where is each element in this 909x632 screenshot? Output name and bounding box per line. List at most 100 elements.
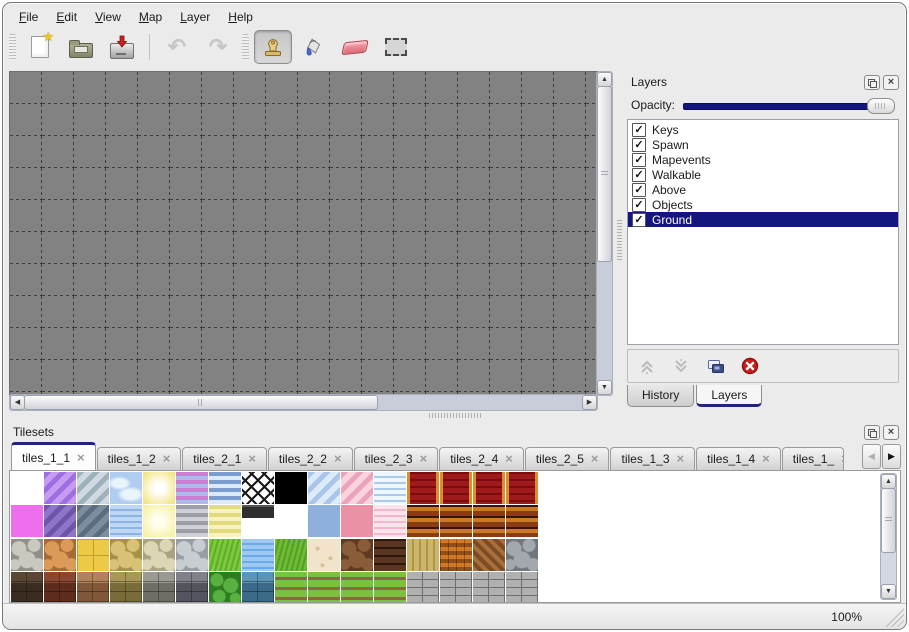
new-map-button[interactable]: ★ (21, 29, 59, 64)
tile-sand[interactable] (308, 539, 340, 571)
tab-close-icon[interactable]: × (162, 451, 171, 466)
tile-deep-water[interactable] (242, 539, 274, 571)
tileset-tab-tiles_1_3[interactable]: tiles_1_3 × (610, 447, 696, 470)
redo-button[interactable]: ↷ (199, 30, 237, 64)
tab-close-icon[interactable]: × (333, 451, 342, 466)
layer-row-walkable[interactable]: ✓ Walkable (628, 167, 898, 182)
scroll-left-arrow[interactable]: ◀ (10, 395, 25, 410)
menu-layer[interactable]: Layer (180, 10, 211, 24)
tile-darkgray-wall[interactable] (176, 572, 208, 602)
layer-visibility-checkbox[interactable]: ✓ (632, 182, 646, 197)
tile-lightblue-diag[interactable] (308, 472, 340, 504)
tile-blue-patch[interactable] (308, 505, 340, 537)
layer-row-spawn[interactable]: ✓ Spawn (628, 137, 898, 152)
tile-red-curtain[interactable] (506, 472, 538, 504)
tile-pink-patch[interactable] (341, 505, 373, 537)
duplicate-layer-button[interactable] (706, 358, 725, 375)
horizontal-splitter[interactable] (3, 411, 906, 419)
layer-row-keys[interactable]: ✓ Keys (628, 122, 898, 137)
tile-black[interactable] (275, 472, 307, 504)
tile-herringbone[interactable] (473, 539, 505, 571)
layer-row-objects[interactable]: ✓ Objects (628, 197, 898, 212)
close-tilesets-icon[interactable]: × (883, 424, 899, 440)
tile-violet-stripes[interactable] (176, 472, 208, 504)
tile-blank[interactable] (11, 472, 43, 504)
open-map-button[interactable] (62, 30, 100, 64)
raise-layer-button[interactable] (638, 358, 656, 375)
tile-brown-beams[interactable] (407, 505, 439, 537)
palette-scroll-up-arrow[interactable]: ▲ (881, 474, 896, 489)
tile-wood-shingles[interactable] (374, 539, 406, 571)
layer-visibility-checkbox[interactable]: ✓ (632, 197, 646, 212)
tile-brown-beams[interactable] (506, 505, 538, 537)
tileset-tab-tiles_1_2[interactable]: tiles_1_2 × (96, 447, 182, 470)
tile-stone-bricks[interactable] (473, 572, 505, 602)
tile-farm-field[interactable] (308, 572, 340, 602)
scroll-right-arrow[interactable]: ▶ (582, 395, 597, 410)
layer-row-above[interactable]: ✓ Above (628, 182, 898, 197)
float-panel-icon[interactable] (864, 74, 880, 90)
tile-stone-bricks[interactable] (407, 572, 439, 602)
layer-visibility-checkbox[interactable]: ✓ (632, 167, 646, 182)
tile-violet-diag[interactable] (44, 472, 76, 504)
tileset-tab-tiles_1_4[interactable]: tiles_1_4 × (696, 447, 781, 470)
opacity-slider[interactable] (683, 97, 895, 114)
tile-gray-paving[interactable] (11, 539, 43, 571)
tile-hedge[interactable] (209, 572, 241, 602)
scroll-up-arrow[interactable]: ▲ (597, 72, 612, 87)
tab-scroll-right-arrow[interactable]: ▶ (882, 444, 901, 469)
canvas-vscroll-thumb[interactable] (597, 86, 612, 263)
menu-view[interactable]: View (95, 10, 121, 24)
float-tilesets-icon[interactable] (864, 424, 880, 440)
tile-red-curtain[interactable] (407, 472, 439, 504)
tile-red-curtain[interactable] (473, 472, 505, 504)
toolbar-grip[interactable] (9, 34, 16, 60)
canvas-hscrollbar[interactable]: ◀ ▶ (9, 394, 598, 411)
tile-round-stones[interactable] (506, 539, 538, 571)
tile-gray-diag[interactable] (77, 472, 109, 504)
tile-graystone-wall[interactable] (143, 572, 175, 602)
layer-row-mapevents[interactable]: ✓ Mapevents (628, 152, 898, 167)
tile-gray-cobbles[interactable] (176, 539, 208, 571)
layer-visibility-checkbox[interactable]: ✓ (632, 212, 646, 227)
tileset-tab-tiles_2_2[interactable]: tiles_2_2 × (267, 447, 353, 470)
tile-light-glow[interactable] (143, 472, 175, 504)
tile-brown-beams[interactable] (473, 505, 505, 537)
tile-yellow-stones[interactable] (110, 539, 142, 571)
tile-dark-ledge[interactable] (242, 505, 274, 537)
tile-pink-diag[interactable] (341, 472, 373, 504)
tile-stone-bricks[interactable] (506, 572, 538, 602)
tile-redbrown-wall[interactable] (44, 572, 76, 602)
tileset-tab-tiles_2_1[interactable]: tiles_2_1 × (182, 447, 267, 470)
lower-layer-button[interactable] (672, 358, 690, 375)
tile-slate-diag[interactable] (77, 505, 109, 537)
tile-grass[interactable] (275, 539, 307, 571)
tile-pink-waves[interactable] (374, 505, 406, 537)
tile-darkbrown-wall[interactable] (11, 572, 43, 602)
tab-layers[interactable]: Layers (696, 385, 763, 407)
opacity-slider-track[interactable] (683, 103, 893, 110)
tab-close-icon[interactable]: × (590, 451, 599, 466)
delete-layer-button[interactable] (741, 357, 759, 375)
tab-close-icon[interactable]: × (248, 451, 256, 466)
undo-button[interactable]: ↶ (158, 30, 196, 64)
map-canvas[interactable] (9, 71, 598, 396)
tile-darkviolet-diag[interactable] (44, 505, 76, 537)
tab-close-icon[interactable]: × (762, 451, 770, 466)
tile-lattice[interactable] (242, 472, 274, 504)
tile-magenta[interactable] (11, 505, 43, 537)
toolbar-grip-2[interactable] (242, 34, 249, 60)
palette-scroll-down-arrow[interactable]: ▼ (881, 584, 896, 599)
tile-farm-field[interactable] (275, 572, 307, 602)
tile-orange-paving[interactable] (44, 539, 76, 571)
layer-visibility-checkbox[interactable]: ✓ (632, 137, 646, 152)
tileset-tab-tiles_2_4[interactable]: tiles_2_4 × (439, 447, 524, 470)
tile-gold-tiles[interactable] (77, 539, 109, 571)
tile-blue-stripes[interactable] (209, 472, 241, 504)
menu-help[interactable]: Help (228, 10, 253, 24)
tileset-tab-tiles_2_3[interactable]: tiles_2_3 × (353, 447, 439, 470)
tile-tan-wall[interactable] (77, 572, 109, 602)
tile-farm-field[interactable] (341, 572, 373, 602)
palette-vscrollbar[interactable]: ▲ ▼ (880, 473, 897, 600)
tab-scroll-left-arrow[interactable]: ◀ (862, 444, 881, 469)
